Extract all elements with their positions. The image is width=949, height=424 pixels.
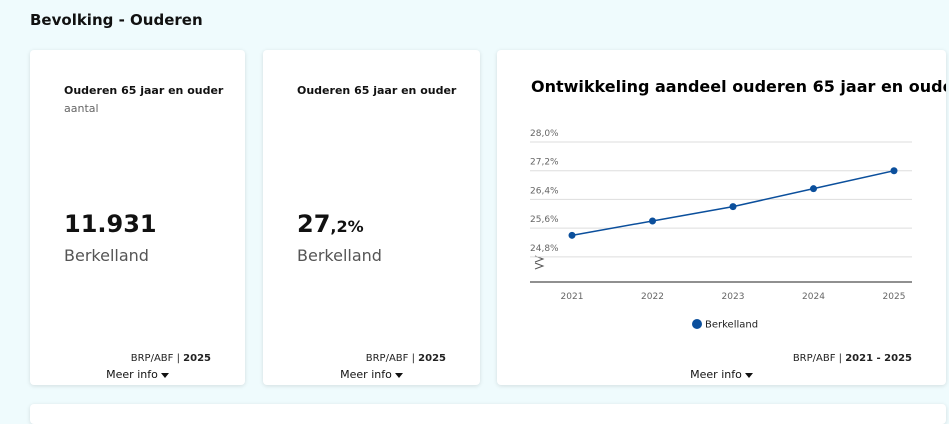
x-tick-label: 2025 xyxy=(883,292,906,302)
data-point xyxy=(729,203,737,211)
chart-card: Ontwikkeling aandeel ouderen 65 jaar en … xyxy=(497,50,946,385)
caret xyxy=(394,372,403,378)
chart-title: Ontwikkeling aandeel ouderen 65 jaar en … xyxy=(531,77,946,96)
period: 2025 xyxy=(418,353,446,364)
series-line xyxy=(571,169,895,237)
card-source: BRP/ABF | 2025 xyxy=(365,353,446,364)
y-tick-label: 26,4% xyxy=(530,186,559,196)
chart: Ontwikkeling aandeel ouderen 65 jaar en … xyxy=(530,77,946,331)
y-tick-label: 25,6% xyxy=(530,215,559,225)
more-info-label[interactable]: Meer info xyxy=(690,368,742,381)
card-place: Berkelland xyxy=(297,246,382,265)
section-title: Bevolking - Ouderen xyxy=(30,11,203,29)
x-tick-label: 2023 xyxy=(722,292,745,302)
caret xyxy=(744,372,753,378)
axis-break xyxy=(534,255,545,270)
period: 2021 - 2025 xyxy=(845,353,912,364)
source: BRP/ABF xyxy=(365,353,409,364)
y-tick-label: 24,8% xyxy=(530,244,559,254)
y-tick-label: 28,0% xyxy=(530,129,559,139)
more-info-label[interactable]: Meer info xyxy=(106,368,158,381)
data-point xyxy=(649,217,656,225)
page: Bevolking - Ouderen Ouderen 65 jaar en o… xyxy=(30,11,946,424)
period: 2025 xyxy=(183,353,211,364)
data-point xyxy=(568,231,576,239)
next-card xyxy=(30,404,946,424)
card-source: BRP/ABF | 2025 xyxy=(130,353,211,364)
data-point xyxy=(810,185,817,193)
value-main: 27 xyxy=(297,210,331,238)
x-tick-label: 2024 xyxy=(802,292,825,302)
more-info[interactable]: Meer info xyxy=(30,368,245,381)
x-tick-label: 2022 xyxy=(641,292,664,302)
card-subtitle: aantal xyxy=(64,102,99,115)
source: BRP/ABF xyxy=(130,353,174,364)
card-place: Berkelland xyxy=(64,246,149,265)
card-value: 11.931 xyxy=(64,210,157,238)
data-point xyxy=(890,167,898,175)
legend-marker xyxy=(692,319,702,329)
card-title: Ouderen 65 jaar en ouder xyxy=(64,84,224,97)
value-suffix: ,2% xyxy=(330,217,364,236)
card-value: 27,2% xyxy=(297,210,364,238)
more-info[interactable]: Meer info xyxy=(497,368,946,381)
legend-label: Berkelland xyxy=(705,320,758,331)
caret xyxy=(160,372,169,378)
card: Ouderen 65 jaar en ouder aantal 11.931 B… xyxy=(30,50,245,385)
x-tick-label: 2021 xyxy=(561,292,584,302)
card: Ouderen 65 jaar en ouder 27,2% Berkellan… xyxy=(263,50,480,385)
card-source: BRP/ABF | 2021 - 2025 xyxy=(792,353,912,364)
more-info-label[interactable]: Meer info xyxy=(340,368,392,381)
card-title: Ouderen 65 jaar en ouder xyxy=(297,84,457,97)
more-info[interactable]: Meer info xyxy=(263,368,480,381)
source: BRP/ABF xyxy=(792,353,836,364)
y-tick-label: 27,2% xyxy=(530,158,559,168)
